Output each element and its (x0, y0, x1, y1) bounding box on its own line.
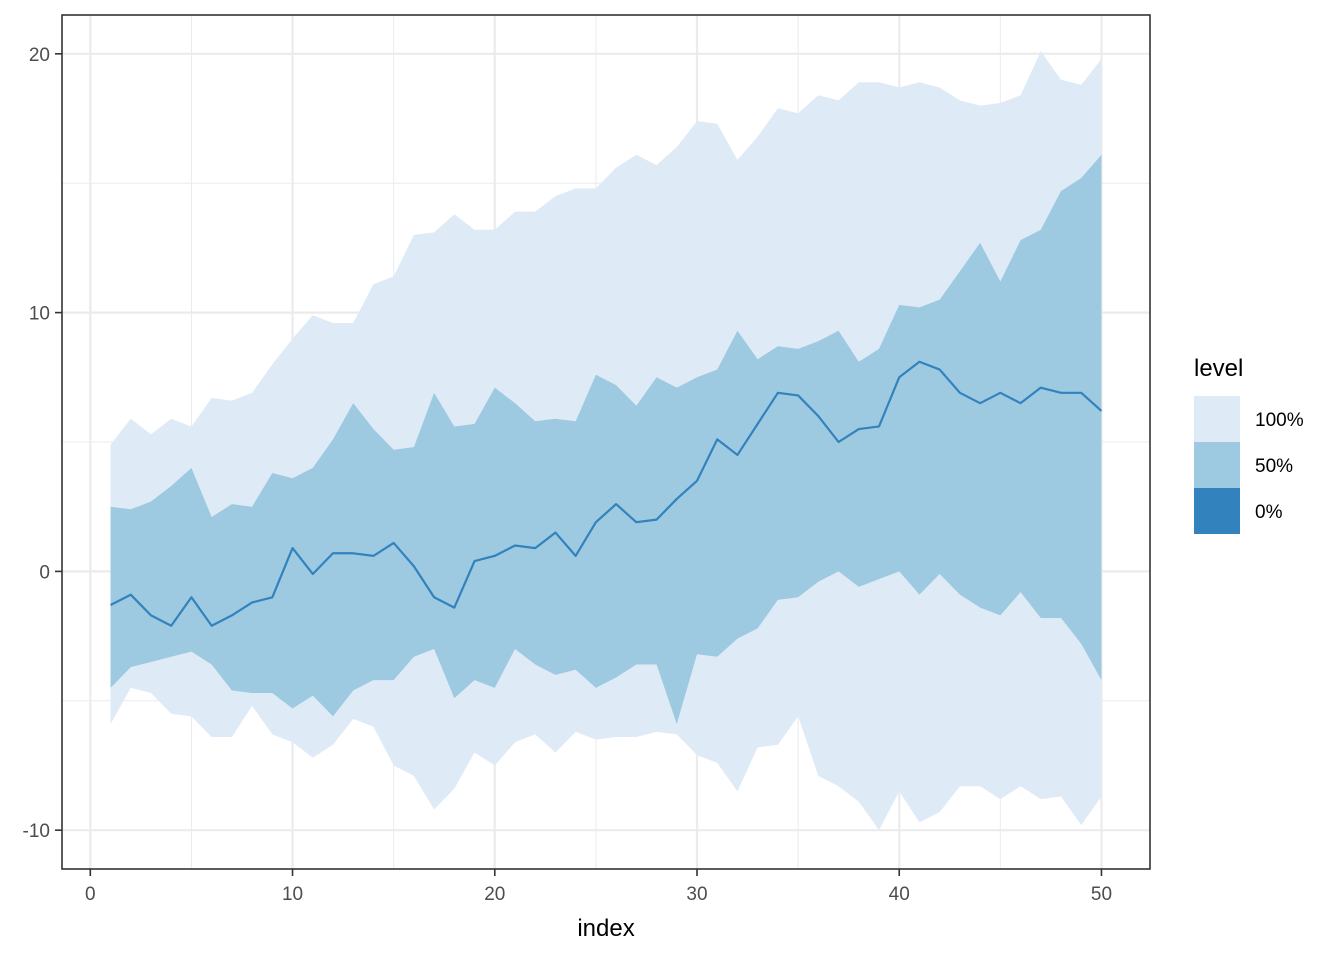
x-tick-label: 0 (85, 884, 96, 905)
x-axis: 0 10 20 30 40 50 (85, 869, 1112, 905)
y-tick-label: 10 (29, 304, 50, 325)
ribbons (110, 51, 1102, 831)
y-tick-label: 0 (39, 562, 50, 583)
x-tick-label: 30 (686, 884, 707, 905)
x-tick-label: 50 (1091, 884, 1112, 905)
line-0pct (110, 360, 1103, 627)
legend-label: 50% (1255, 456, 1293, 477)
legend-label: 100% (1255, 410, 1304, 431)
panel-border (61, 14, 1151, 870)
x-tick-label: 10 (282, 884, 303, 905)
legend-items: 100% 50% 0% (1194, 396, 1304, 534)
x-axis-title: index (577, 915, 634, 942)
ribbon-50pct (110, 154, 1102, 725)
legend-key (1194, 396, 1240, 442)
lines (110, 360, 1103, 627)
legend-key (1194, 442, 1240, 488)
x-tick-label: 40 (889, 884, 910, 905)
y-tick-label: -10 (23, 821, 50, 842)
legend-label: 0% (1255, 502, 1283, 523)
legend-key (1194, 488, 1240, 534)
legend-title: level (1194, 355, 1243, 382)
y-axis: -10 0 10 20 (23, 45, 62, 842)
y-tick-label: 20 (29, 45, 50, 66)
legend: level 100% 50% 0% (1194, 355, 1304, 534)
x-tick-label: 20 (484, 884, 505, 905)
